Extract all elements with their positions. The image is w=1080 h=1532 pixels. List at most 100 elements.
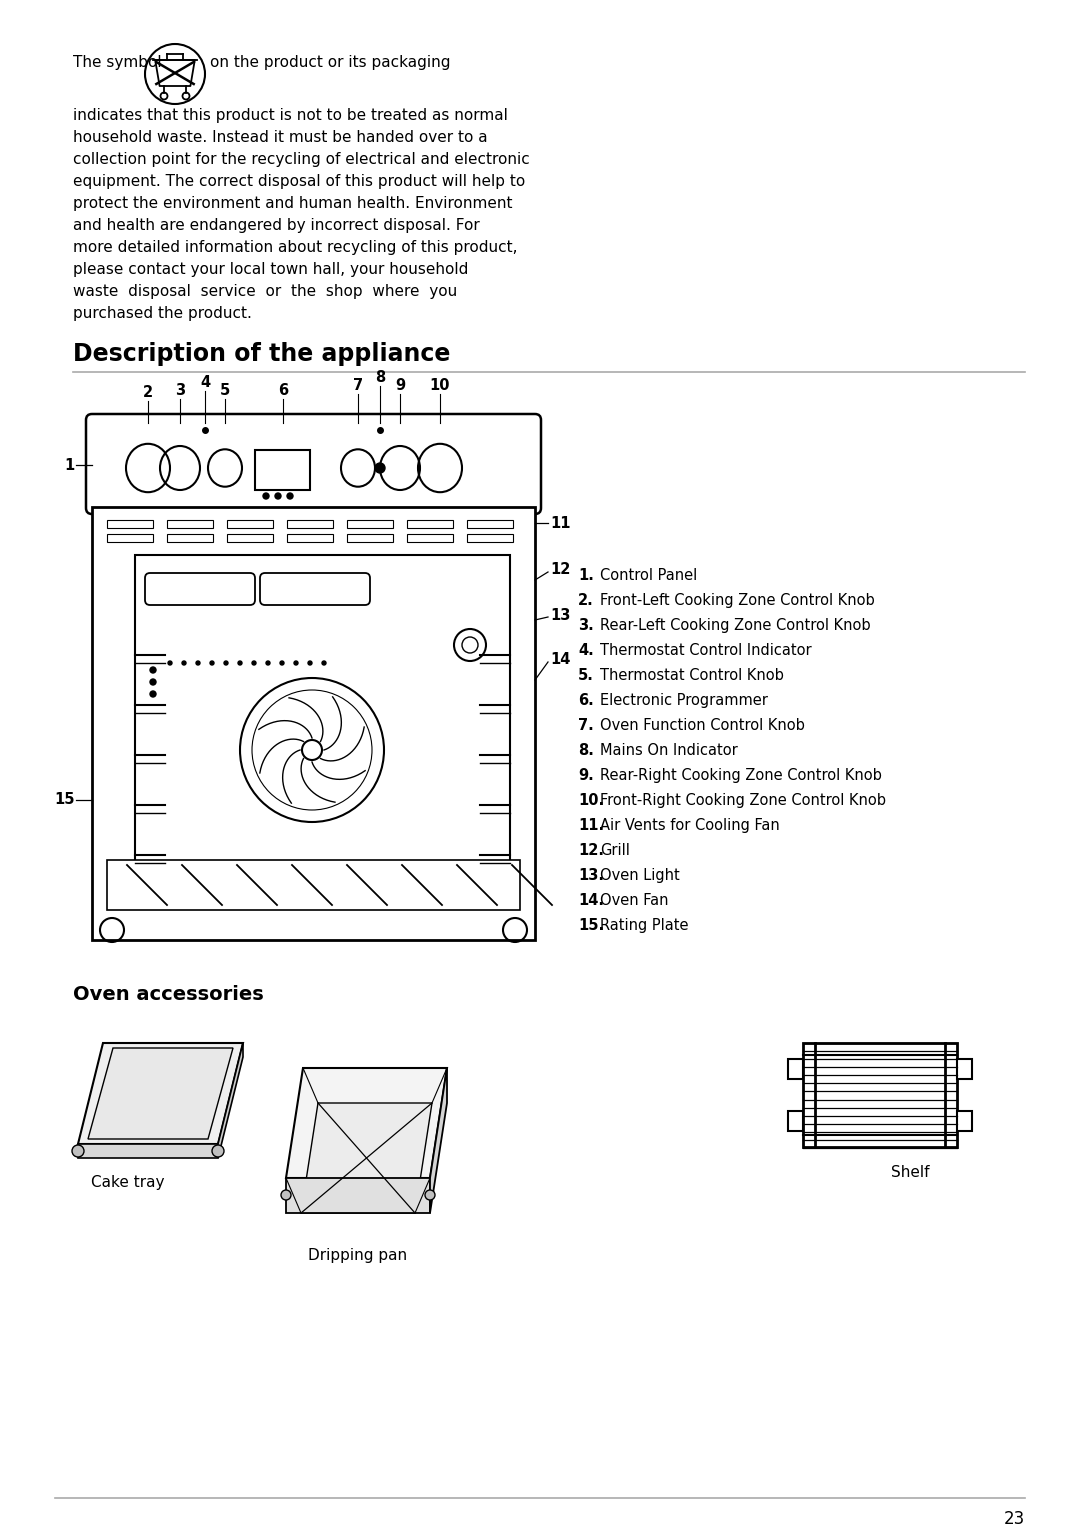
Bar: [347, 535, 393, 542]
Circle shape: [308, 660, 312, 665]
Circle shape: [252, 660, 256, 665]
Text: 1.: 1.: [578, 568, 594, 584]
Text: Oven accessories: Oven accessories: [73, 985, 264, 1003]
Text: 5.: 5.: [578, 668, 594, 683]
FancyBboxPatch shape: [86, 414, 541, 515]
FancyBboxPatch shape: [145, 573, 255, 605]
Text: 13: 13: [550, 608, 570, 622]
Text: Cake tray: Cake tray: [91, 1175, 165, 1190]
Circle shape: [72, 1144, 84, 1157]
Text: 9.: 9.: [578, 768, 594, 783]
Bar: [467, 535, 513, 542]
Text: purchased the product.: purchased the product.: [73, 306, 252, 322]
Text: 4.: 4.: [578, 643, 594, 659]
Polygon shape: [218, 1043, 243, 1158]
Text: Rear-Left Cooking Zone Control Knob: Rear-Left Cooking Zone Control Knob: [600, 617, 870, 633]
Circle shape: [322, 660, 326, 665]
Text: 15.: 15.: [578, 918, 604, 933]
Text: equipment. The correct disposal of this product will help to: equipment. The correct disposal of this …: [73, 175, 525, 188]
Circle shape: [168, 660, 172, 665]
Polygon shape: [78, 1144, 218, 1158]
Text: protect the environment and human health. Environment: protect the environment and human health…: [73, 196, 513, 211]
Circle shape: [212, 1144, 224, 1157]
Text: Electronic Programmer: Electronic Programmer: [600, 692, 768, 708]
Circle shape: [294, 660, 298, 665]
Bar: [467, 519, 513, 529]
Circle shape: [426, 1190, 435, 1200]
Text: 10: 10: [430, 378, 450, 394]
Text: 7: 7: [353, 378, 363, 394]
Polygon shape: [286, 1068, 447, 1178]
Bar: [107, 535, 153, 542]
Circle shape: [266, 660, 270, 665]
Bar: [347, 519, 393, 529]
Text: 3: 3: [175, 383, 185, 398]
Text: 1: 1: [65, 458, 75, 472]
Circle shape: [280, 660, 284, 665]
Text: Rear-Right Cooking Zone Control Knob: Rear-Right Cooking Zone Control Knob: [600, 768, 882, 783]
Text: 12: 12: [550, 562, 570, 578]
Polygon shape: [430, 1068, 447, 1213]
Polygon shape: [788, 1111, 804, 1131]
Circle shape: [275, 493, 281, 499]
Circle shape: [264, 493, 269, 499]
Text: 2: 2: [143, 385, 153, 400]
Text: Grill: Grill: [600, 843, 630, 858]
Text: 6: 6: [278, 383, 288, 398]
Circle shape: [210, 660, 214, 665]
Circle shape: [375, 463, 384, 473]
Polygon shape: [788, 1059, 804, 1079]
Text: Shelf: Shelf: [891, 1164, 929, 1180]
Text: more detailed information about recycling of this product,: more detailed information about recyclin…: [73, 241, 517, 254]
Circle shape: [238, 660, 242, 665]
Text: 14: 14: [550, 653, 570, 668]
Bar: [407, 535, 453, 542]
Bar: [227, 519, 273, 529]
Bar: [107, 519, 153, 529]
Polygon shape: [804, 1043, 957, 1147]
Polygon shape: [286, 1178, 430, 1213]
Bar: [167, 519, 213, 529]
Text: Thermostat Control Knob: Thermostat Control Knob: [600, 668, 784, 683]
Text: indicates that this product is not to be treated as normal: indicates that this product is not to be…: [73, 107, 508, 123]
Bar: [255, 450, 310, 490]
Text: Dripping pan: Dripping pan: [309, 1249, 407, 1262]
Text: 2.: 2.: [578, 593, 594, 608]
Text: collection point for the recycling of electrical and electronic: collection point for the recycling of el…: [73, 152, 530, 167]
Polygon shape: [957, 1059, 972, 1079]
Bar: [167, 535, 213, 542]
Text: 7.: 7.: [578, 719, 594, 732]
Text: 5: 5: [220, 383, 230, 398]
Text: Thermostat Control Indicator: Thermostat Control Indicator: [600, 643, 812, 659]
Circle shape: [195, 660, 200, 665]
Text: 9: 9: [395, 378, 405, 394]
Text: 8.: 8.: [578, 743, 594, 758]
FancyBboxPatch shape: [260, 573, 370, 605]
Text: Front-Right Cooking Zone Control Knob: Front-Right Cooking Zone Control Knob: [600, 794, 886, 807]
Polygon shape: [301, 1103, 432, 1213]
Polygon shape: [78, 1043, 243, 1144]
Bar: [135, 555, 510, 866]
Circle shape: [150, 679, 156, 685]
Bar: [92, 507, 535, 941]
Bar: [227, 535, 273, 542]
Circle shape: [281, 1190, 291, 1200]
Text: Front-Left Cooking Zone Control Knob: Front-Left Cooking Zone Control Knob: [600, 593, 875, 608]
Text: Oven Function Control Knob: Oven Function Control Knob: [600, 719, 805, 732]
Text: Oven Fan: Oven Fan: [600, 893, 669, 908]
Circle shape: [287, 493, 293, 499]
Text: household waste. Instead it must be handed over to a: household waste. Instead it must be hand…: [73, 130, 488, 146]
Text: 10.: 10.: [578, 794, 604, 807]
Text: 12.: 12.: [578, 843, 604, 858]
Bar: [107, 859, 519, 910]
Text: Air Vents for Cooling Fan: Air Vents for Cooling Fan: [600, 818, 780, 833]
Circle shape: [224, 660, 228, 665]
Text: 6.: 6.: [578, 692, 594, 708]
Circle shape: [150, 666, 156, 673]
Circle shape: [183, 660, 186, 665]
Text: 3.: 3.: [578, 617, 594, 633]
Bar: [407, 519, 453, 529]
Polygon shape: [87, 1048, 233, 1138]
Text: The symbol: The symbol: [73, 55, 162, 70]
Text: 4: 4: [200, 375, 211, 391]
